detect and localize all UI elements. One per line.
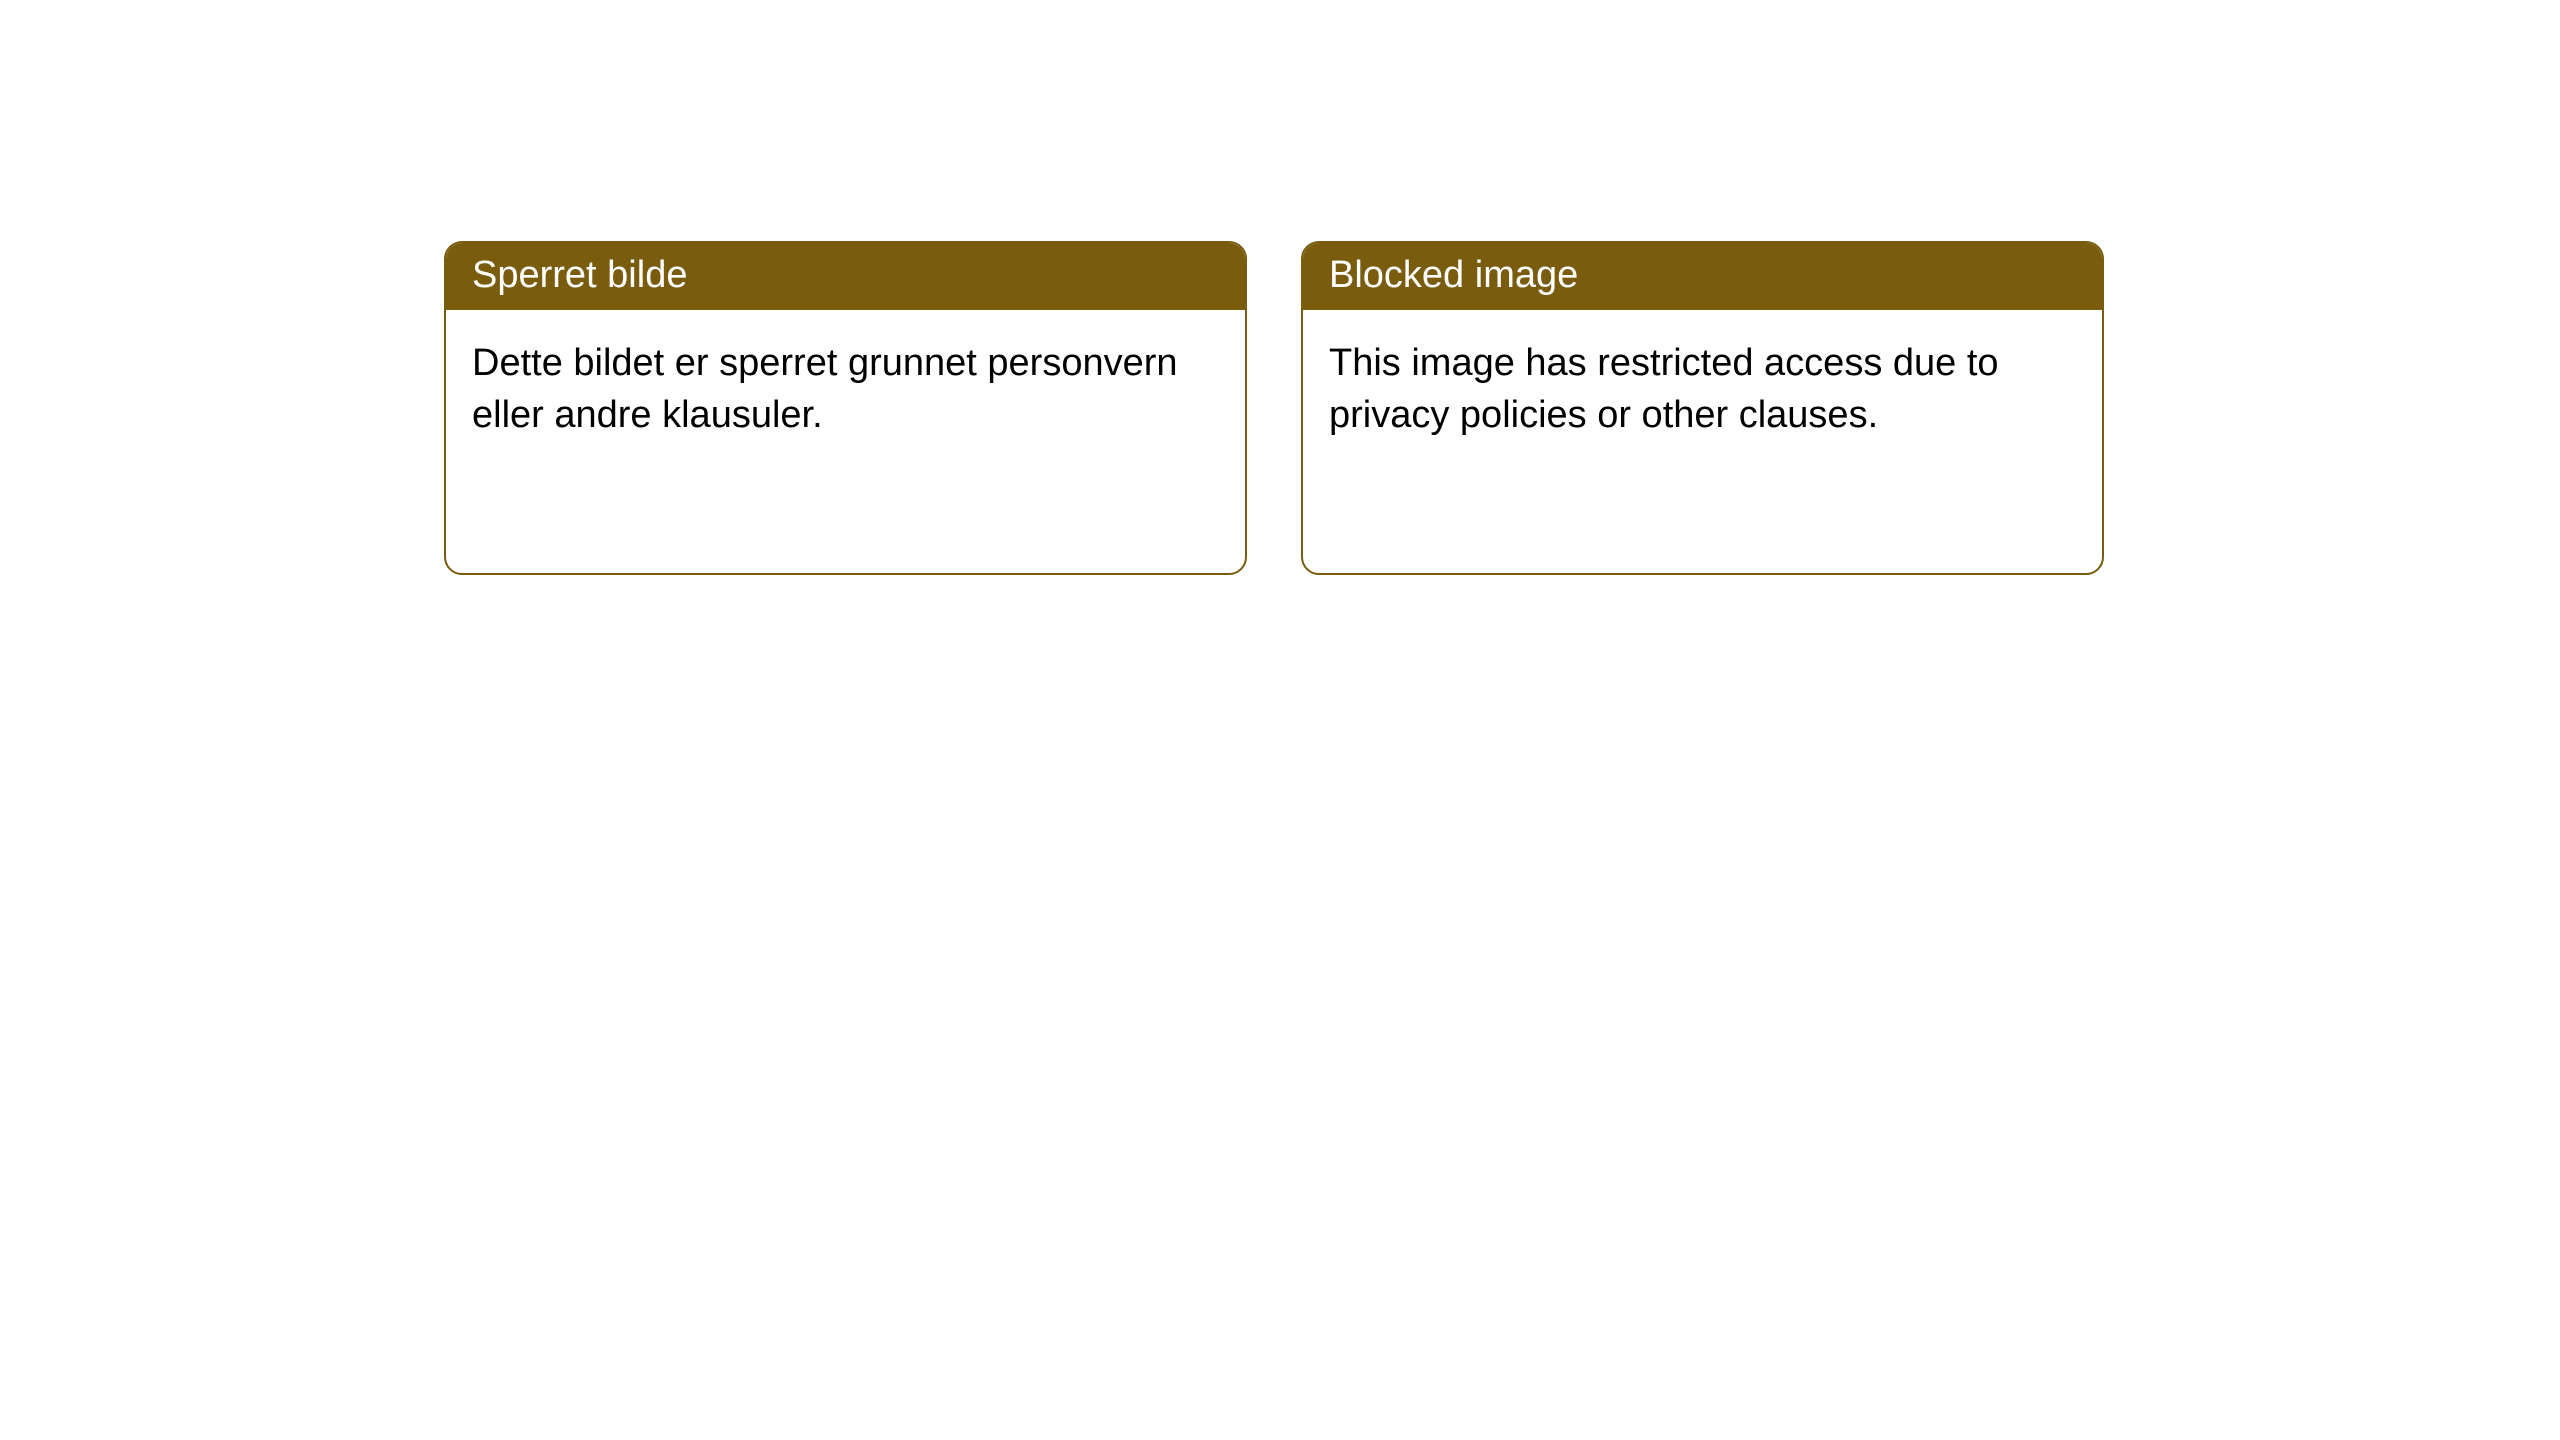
notice-header-english: Blocked image: [1303, 243, 2102, 310]
notice-body-norwegian: Dette bildet er sperret grunnet personve…: [446, 310, 1245, 469]
notice-card-norwegian: Sperret bilde Dette bildet er sperret gr…: [444, 241, 1247, 575]
notice-container: Sperret bilde Dette bildet er sperret gr…: [0, 0, 2560, 575]
notice-body-english: This image has restricted access due to …: [1303, 310, 2102, 469]
notice-card-english: Blocked image This image has restricted …: [1301, 241, 2104, 575]
notice-header-norwegian: Sperret bilde: [446, 243, 1245, 310]
